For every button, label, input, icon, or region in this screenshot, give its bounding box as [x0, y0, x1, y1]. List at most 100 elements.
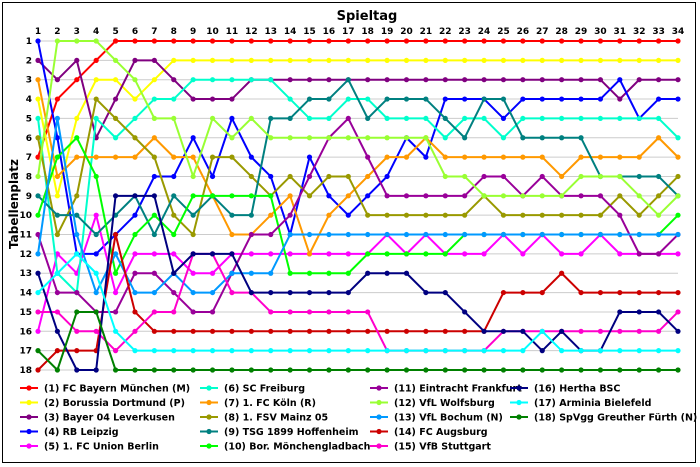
data-point — [93, 289, 99, 296]
data-point — [559, 173, 565, 180]
legend-marker — [206, 399, 212, 406]
data-point — [481, 57, 487, 63]
data-point — [74, 154, 80, 160]
data-point — [559, 348, 565, 354]
data-point — [656, 38, 662, 44]
series-line — [37, 59, 678, 139]
data-point — [306, 348, 313, 354]
data-point — [54, 135, 60, 141]
data-point — [597, 348, 604, 354]
y-tick-label: 12 — [19, 250, 32, 260]
data-point — [171, 348, 177, 354]
data-point — [520, 154, 526, 160]
data-point — [93, 309, 99, 315]
data-point — [93, 77, 99, 83]
data-point — [229, 77, 235, 83]
data-point — [559, 193, 565, 199]
data-point — [151, 135, 157, 141]
data-point — [481, 96, 487, 102]
data-point — [656, 96, 662, 102]
data-point — [656, 251, 662, 257]
legend-marker — [26, 428, 32, 435]
data-point — [229, 96, 235, 102]
data-point — [500, 38, 507, 44]
data-point — [306, 231, 313, 238]
x-tick-label: 4 — [93, 27, 99, 37]
data-point — [171, 309, 177, 315]
data-point — [442, 135, 448, 141]
data-point — [617, 115, 623, 122]
data-point — [35, 57, 41, 63]
data-point — [151, 38, 157, 44]
data-point — [559, 115, 565, 122]
data-point — [190, 57, 196, 63]
data-point — [151, 154, 157, 160]
data-point — [597, 173, 604, 180]
data-point — [365, 309, 371, 315]
y-tick-label: 9 — [26, 192, 32, 202]
data-point — [578, 115, 584, 122]
data-point — [520, 135, 526, 141]
data-point — [209, 154, 216, 160]
data-point — [675, 57, 681, 63]
data-point — [248, 57, 254, 63]
x-tick-label: 18 — [361, 27, 374, 37]
legend-label: (16) Hertha BSC — [534, 384, 620, 395]
data-point — [597, 212, 604, 218]
data-point — [423, 57, 429, 63]
data-point — [229, 348, 235, 354]
data-point — [248, 212, 254, 218]
series-18 — [35, 309, 681, 373]
data-point — [229, 328, 235, 334]
data-point — [365, 96, 371, 102]
data-point — [229, 57, 235, 63]
data-point — [209, 193, 216, 199]
data-point — [112, 77, 119, 83]
data-point — [656, 348, 662, 354]
y-tick-label: 3 — [26, 76, 32, 86]
data-point — [481, 231, 487, 238]
data-point — [520, 193, 526, 199]
data-point — [268, 135, 274, 141]
legend-item: (14) FC Augsburg — [370, 427, 488, 438]
data-point — [171, 96, 177, 102]
data-point — [597, 57, 604, 63]
y-tick-label: 15 — [19, 308, 32, 318]
data-point — [423, 193, 429, 199]
data-point — [617, 212, 623, 218]
data-point — [229, 115, 235, 122]
data-point — [345, 367, 351, 373]
data-point — [597, 154, 604, 160]
data-point — [384, 77, 390, 83]
data-point — [617, 367, 623, 373]
data-point — [656, 77, 662, 83]
data-point — [209, 96, 216, 102]
data-point — [54, 270, 60, 276]
data-point — [617, 193, 623, 199]
x-tick-label: 17 — [342, 27, 355, 37]
data-point — [617, 328, 623, 334]
data-point — [74, 77, 80, 83]
x-tick-label: 30 — [594, 27, 607, 37]
data-point — [229, 135, 235, 141]
data-point — [35, 38, 41, 44]
data-point — [112, 328, 119, 334]
data-point — [287, 115, 293, 122]
data-point — [617, 173, 623, 180]
data-point — [268, 38, 274, 44]
data-point — [35, 77, 41, 83]
x-tick-label: 21 — [420, 27, 433, 37]
legend-marker — [206, 428, 212, 435]
data-point — [306, 328, 313, 334]
series-7 — [35, 77, 681, 257]
data-point — [268, 231, 274, 238]
data-point — [248, 367, 254, 373]
data-point — [539, 231, 545, 238]
data-point — [559, 212, 565, 218]
data-point — [365, 270, 371, 276]
data-point — [597, 328, 604, 334]
data-point — [35, 115, 41, 122]
legend-marker — [376, 428, 382, 435]
data-point — [462, 367, 468, 373]
data-point — [520, 57, 526, 63]
